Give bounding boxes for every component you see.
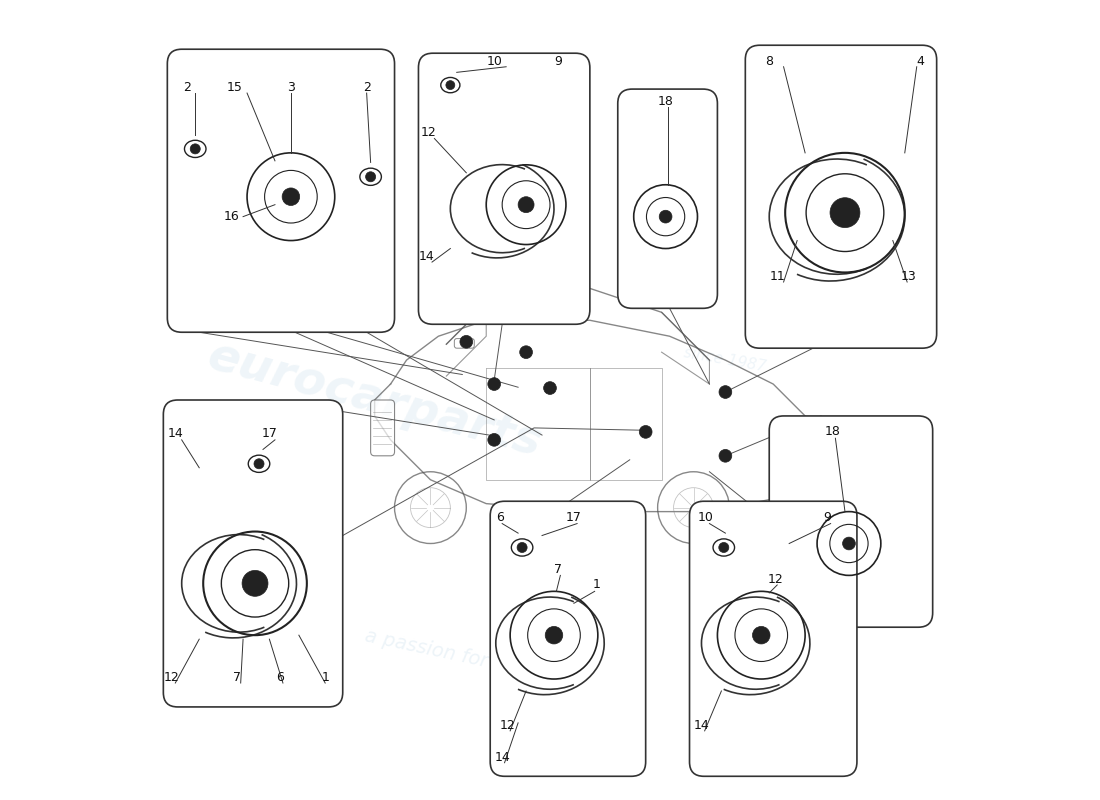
Text: 9: 9 (554, 54, 562, 68)
FancyBboxPatch shape (746, 46, 937, 348)
Text: 1: 1 (321, 671, 329, 684)
Text: 18: 18 (825, 426, 842, 438)
FancyBboxPatch shape (491, 502, 646, 776)
Text: 4: 4 (916, 54, 925, 68)
FancyBboxPatch shape (454, 338, 474, 348)
Circle shape (519, 346, 532, 358)
FancyBboxPatch shape (371, 400, 395, 456)
Circle shape (830, 198, 860, 228)
FancyBboxPatch shape (418, 54, 590, 324)
Circle shape (639, 426, 652, 438)
Text: 2: 2 (363, 81, 371, 94)
Text: 3: 3 (287, 81, 295, 94)
Circle shape (518, 197, 535, 213)
Text: 8: 8 (766, 54, 773, 68)
Circle shape (546, 626, 563, 644)
Text: 12: 12 (421, 126, 437, 139)
Text: eurocarparts: eurocarparts (202, 334, 547, 466)
Text: 17: 17 (262, 427, 277, 440)
Text: 10: 10 (486, 54, 502, 68)
Circle shape (719, 386, 732, 398)
Text: 9: 9 (824, 511, 832, 525)
Circle shape (718, 542, 729, 553)
Text: 15: 15 (228, 81, 243, 94)
Text: 13: 13 (901, 270, 916, 283)
Text: 14: 14 (419, 250, 435, 263)
Text: 6: 6 (496, 511, 504, 525)
Text: 18: 18 (658, 94, 673, 107)
Text: 6: 6 (276, 671, 285, 684)
Text: 14: 14 (694, 718, 710, 732)
Text: 7: 7 (233, 671, 242, 684)
Text: 14: 14 (494, 750, 510, 764)
Text: 12: 12 (164, 671, 179, 684)
Circle shape (487, 434, 500, 446)
Circle shape (487, 378, 500, 390)
FancyBboxPatch shape (167, 50, 395, 332)
Text: 14: 14 (167, 427, 184, 440)
Circle shape (543, 382, 557, 394)
Text: 11: 11 (769, 270, 785, 283)
Text: 12: 12 (768, 573, 783, 586)
Circle shape (719, 450, 732, 462)
Text: 1: 1 (592, 578, 601, 591)
Circle shape (254, 458, 264, 469)
Circle shape (752, 626, 770, 644)
Text: 7: 7 (554, 562, 562, 575)
Text: since 1987: since 1987 (683, 346, 768, 374)
Text: 16: 16 (223, 210, 239, 223)
Text: a passion for parts: a passion for parts (363, 627, 546, 683)
Text: 2: 2 (184, 81, 191, 94)
Circle shape (365, 172, 375, 182)
Circle shape (517, 542, 527, 553)
Text: 12: 12 (499, 718, 516, 732)
Circle shape (190, 144, 200, 154)
FancyBboxPatch shape (618, 89, 717, 308)
Circle shape (242, 570, 268, 596)
Circle shape (446, 81, 454, 90)
Circle shape (282, 188, 299, 206)
Circle shape (460, 335, 473, 348)
Text: 17: 17 (566, 511, 582, 525)
Circle shape (843, 537, 856, 550)
FancyBboxPatch shape (769, 416, 933, 627)
Text: 10: 10 (697, 511, 714, 525)
FancyBboxPatch shape (163, 400, 343, 707)
Circle shape (659, 210, 672, 223)
FancyBboxPatch shape (690, 502, 857, 776)
